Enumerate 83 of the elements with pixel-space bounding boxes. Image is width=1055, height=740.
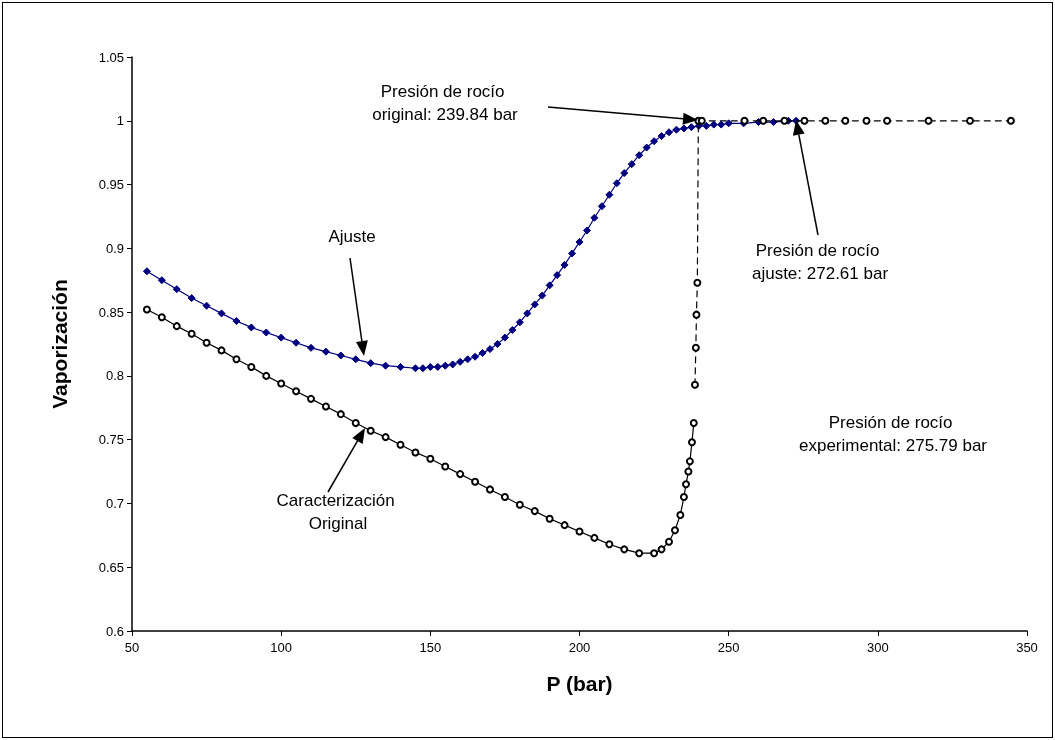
x-tick-label: 300 bbox=[866, 640, 889, 655]
point bbox=[202, 338, 211, 347]
x-axis-title: P (bar) bbox=[546, 672, 613, 695]
annotation: Presión de rocío ajuste: 272.61 bar bbox=[751, 241, 889, 283]
point bbox=[187, 329, 196, 338]
point bbox=[381, 433, 390, 442]
point bbox=[232, 355, 241, 364]
x-tick-label: 50 bbox=[124, 640, 140, 655]
point bbox=[692, 310, 701, 319]
point bbox=[277, 379, 286, 388]
annotation: Presión de rocío original: 239.84 bar bbox=[372, 82, 519, 124]
point bbox=[883, 116, 892, 125]
point bbox=[471, 477, 480, 486]
point bbox=[841, 116, 850, 125]
x-tick-label: 350 bbox=[1016, 640, 1038, 655]
point bbox=[172, 322, 181, 331]
point bbox=[670, 526, 679, 535]
point bbox=[924, 116, 933, 125]
y-tick-label: 0.7 bbox=[105, 495, 124, 511]
y-tick-label: 0.8 bbox=[105, 368, 124, 384]
annotation: Caracterización Original bbox=[276, 491, 400, 533]
point bbox=[687, 438, 696, 447]
point bbox=[690, 380, 699, 389]
point bbox=[635, 549, 644, 558]
point bbox=[486, 485, 494, 494]
point bbox=[292, 387, 301, 396]
y-tick-label: 0.65 bbox=[98, 559, 124, 575]
point bbox=[620, 545, 629, 554]
point bbox=[679, 493, 688, 502]
point bbox=[966, 116, 975, 125]
point bbox=[693, 278, 702, 287]
point bbox=[676, 510, 685, 519]
point bbox=[685, 457, 694, 466]
point bbox=[262, 371, 271, 380]
point bbox=[682, 480, 691, 489]
point bbox=[650, 549, 659, 558]
point bbox=[426, 454, 435, 463]
x-tick-label: 100 bbox=[270, 640, 293, 655]
point bbox=[441, 462, 450, 471]
x-tick-label: 150 bbox=[419, 640, 442, 655]
point bbox=[684, 467, 693, 476]
point bbox=[657, 545, 666, 554]
point bbox=[142, 305, 151, 314]
point bbox=[217, 346, 226, 355]
point bbox=[247, 362, 256, 371]
annotation: Ajuste bbox=[328, 226, 376, 246]
point bbox=[821, 116, 830, 125]
point bbox=[396, 440, 405, 449]
point bbox=[575, 527, 584, 536]
point bbox=[336, 410, 345, 419]
point bbox=[157, 313, 166, 322]
y-tick-label: 0.9 bbox=[105, 240, 124, 256]
y-tick-label: 0.95 bbox=[98, 177, 124, 193]
point bbox=[351, 419, 360, 428]
point bbox=[456, 470, 465, 479]
point bbox=[307, 394, 315, 403]
point bbox=[1006, 116, 1015, 125]
point bbox=[321, 402, 330, 411]
point bbox=[590, 533, 599, 542]
point bbox=[605, 540, 614, 549]
y-tick-label: 0.75 bbox=[98, 432, 124, 448]
annotation: Presión de rocío experimental: 275.79 bar bbox=[798, 413, 988, 455]
point bbox=[800, 116, 809, 125]
y-tick-label: 0.6 bbox=[105, 623, 124, 639]
y-axis-title: Vaporización bbox=[48, 279, 71, 409]
point bbox=[545, 514, 554, 523]
point bbox=[530, 507, 539, 516]
point bbox=[691, 343, 700, 352]
point bbox=[862, 116, 871, 125]
point bbox=[515, 500, 524, 509]
point bbox=[366, 426, 375, 435]
point bbox=[689, 419, 698, 428]
y-tick-label: 1 bbox=[116, 113, 124, 129]
point bbox=[759, 116, 768, 125]
point bbox=[780, 116, 789, 125]
y-tick-label: 0.85 bbox=[98, 304, 124, 320]
y-tick-label: 1.05 bbox=[98, 49, 124, 65]
x-tick-label: 250 bbox=[717, 640, 740, 655]
point bbox=[560, 521, 569, 530]
point bbox=[500, 493, 509, 502]
point bbox=[665, 537, 673, 546]
point bbox=[411, 448, 420, 457]
x-tick-label: 200 bbox=[568, 640, 591, 655]
